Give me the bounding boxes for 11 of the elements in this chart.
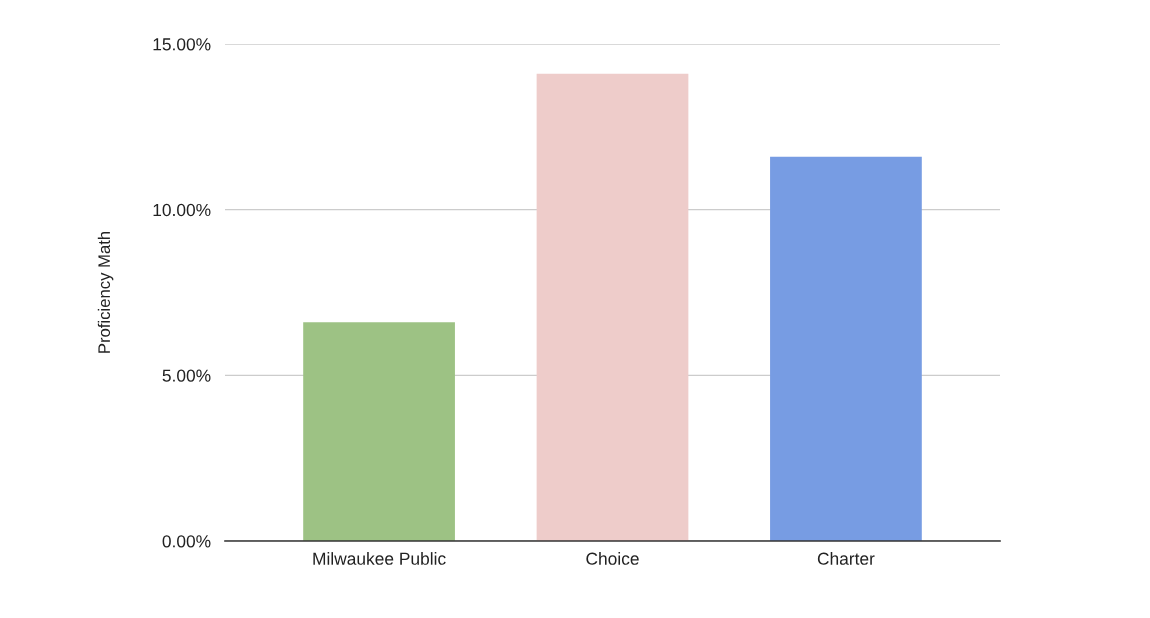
bar	[770, 156, 922, 541]
y-tick-label: 10.00%	[153, 203, 211, 217]
y-tick-label: 5.00%	[162, 369, 211, 382]
y-axis-title: Proficiency Math	[97, 231, 114, 353]
bar	[536, 73, 689, 541]
y-tick-label: 15.00%	[153, 38, 211, 51]
x-tick-label: Milwaukee Public	[313, 552, 446, 565]
x-tick-label: Charter	[817, 552, 875, 565]
bar	[303, 322, 455, 541]
x-tick-label: Choice	[586, 552, 639, 565]
y-tick-label: 0.00%	[162, 535, 211, 548]
